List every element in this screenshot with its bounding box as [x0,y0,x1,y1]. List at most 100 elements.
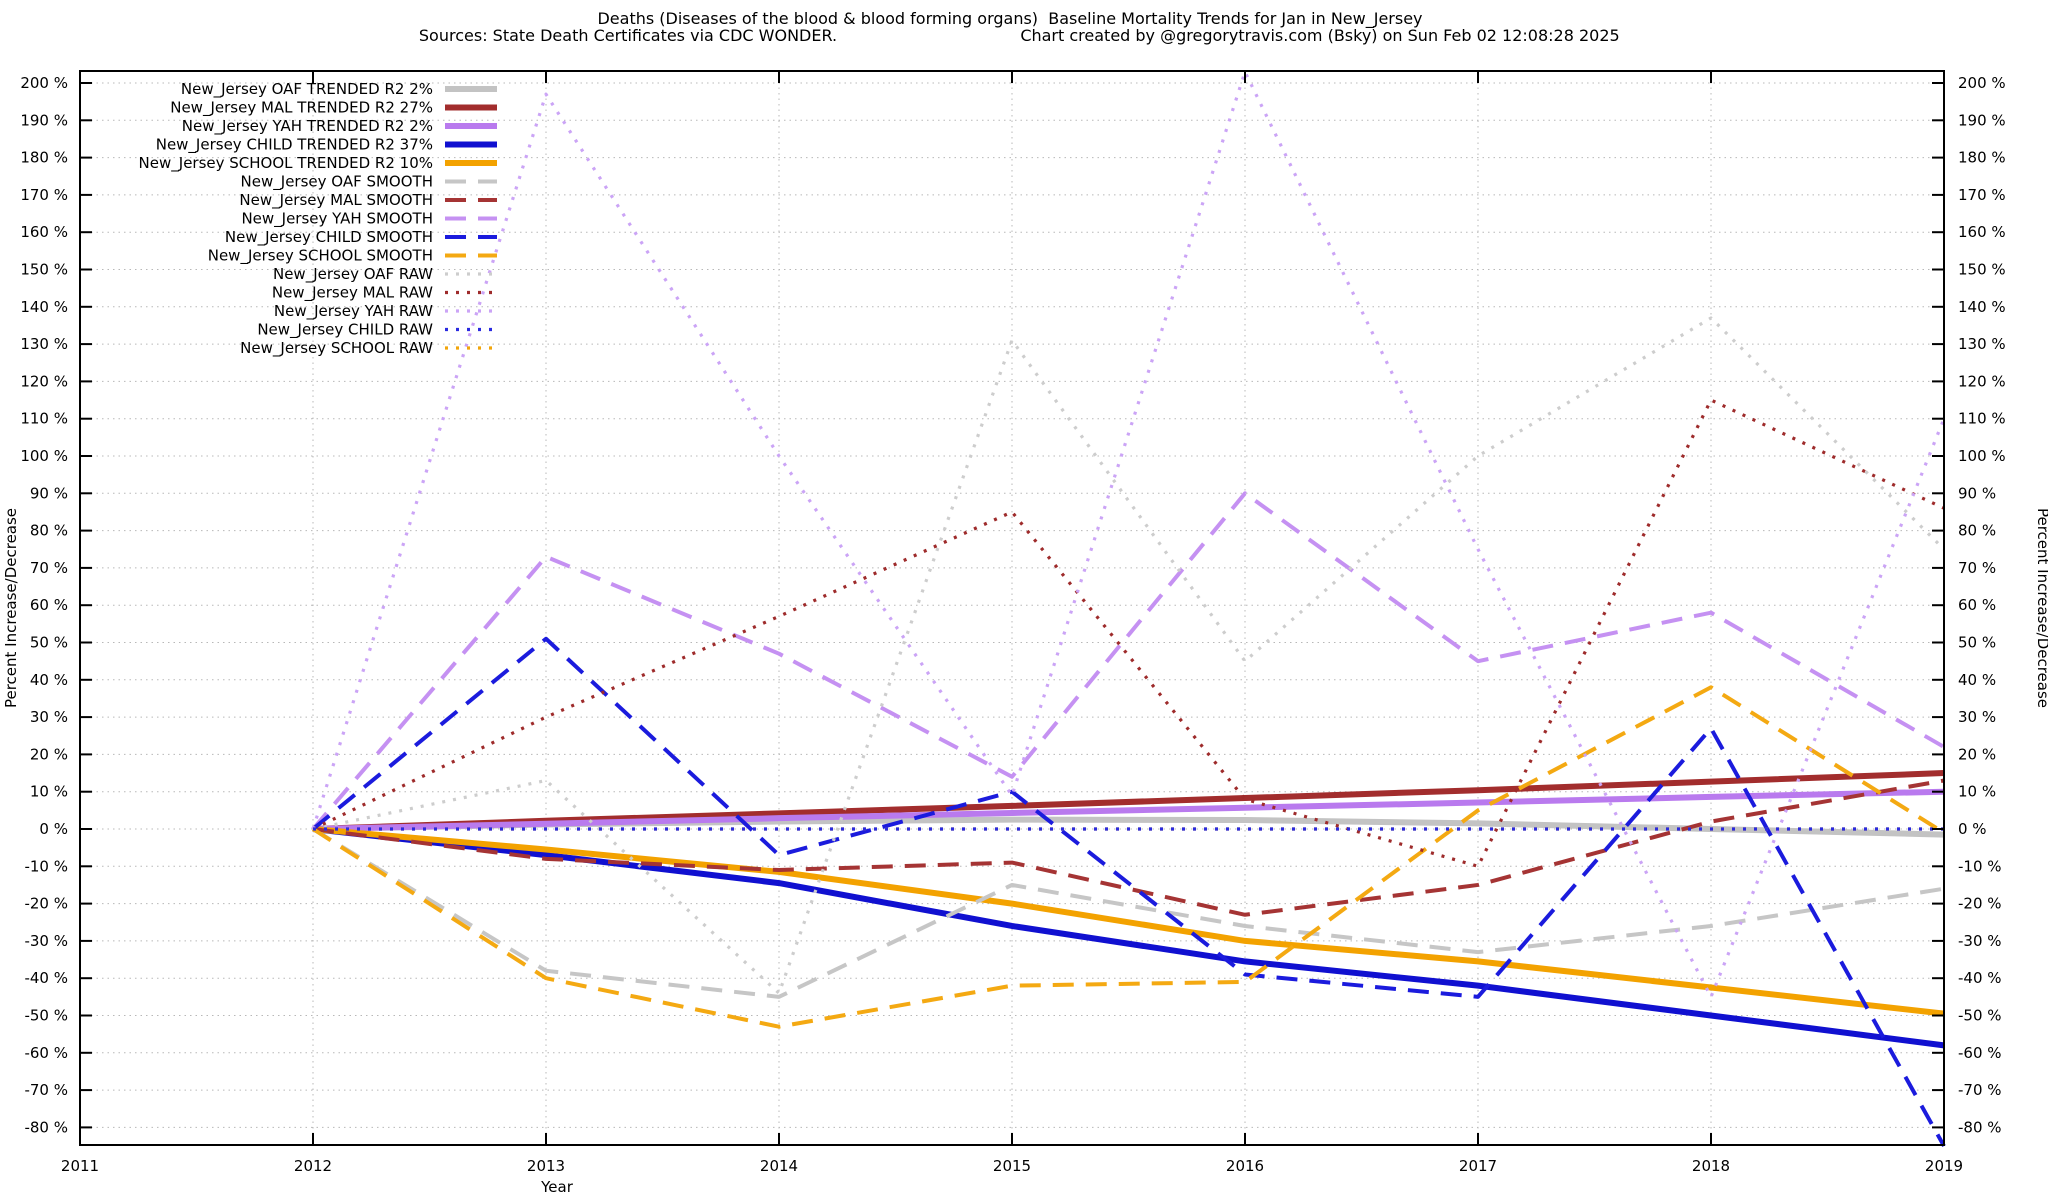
legend-label-nj-school-trended: New_Jersey SCHOOL TRENDED R2 10% [139,154,433,173]
y-axis-tick-label-left: 70 % [30,559,68,577]
y-axis-tick-label-left: 20 % [30,745,68,763]
y-axis-tick-label-right: -30 % [1958,932,2002,950]
y-axis-tick-label-right: 140 % [1958,298,2006,316]
legend-item-nj-yah-trended: New_Jersey YAH TRENDED R2 2% [182,117,497,136]
legend-label-nj-oaf-smooth: New_Jersey OAF SMOOTH [241,173,433,192]
series-line-nj-child-trended [312,826,1945,1049]
legend-item-nj-oaf-smooth: New_Jersey OAF SMOOTH [241,173,497,192]
legend-item-nj-oaf-trended: New_Jersey OAF TRENDED R2 2% [181,80,497,99]
y-axis-tick-label-left: 60 % [30,596,68,614]
legend-item-nj-yah-smooth: New_Jersey YAH SMOOTH [241,210,497,229]
y-axis-tick-label-right: -50 % [1958,1007,2002,1025]
series-line-nj-oaf-raw [312,316,1946,995]
y-axis-tick-label-left: -70 % [24,1081,68,1099]
x-axis-tick-label: 2014 [760,1157,798,1175]
legend-label-nj-child-raw: New_Jersey CHILD RAW [257,321,433,340]
y-axis-tick-label-left: -30 % [24,932,68,950]
x-axis-tick-label: 2012 [294,1157,332,1175]
y-axis-tick-label-right: 190 % [1958,111,2006,129]
legend-label-nj-child-trended: New_Jersey CHILD TRENDED R2 37% [156,136,433,155]
legend-label-nj-mal-trended: New_Jersey MAL TRENDED R2 27% [170,99,433,118]
y-axis-tick-label-right: 160 % [1958,223,2006,241]
legend-item-nj-child-raw: New_Jersey CHILD RAW [257,321,497,340]
legend-item-nj-oaf-raw: New_Jersey OAF RAW [273,265,497,284]
legend-label-nj-yah-trended: New_Jersey YAH TRENDED R2 2% [182,117,433,136]
series-line-nj-oaf-smooth [311,827,1945,999]
y-axis-tick-label-right: 110 % [1958,410,2006,428]
x-axis-tick-label: 2011 [61,1157,99,1175]
y-axis-tick-label-right: 90 % [1958,484,1996,502]
y-axis-tick-label-left: 190 % [20,111,68,129]
y-axis-tick-label-left: 130 % [20,335,68,353]
y-axis-tick-label-right: -20 % [1958,895,2002,913]
y-axis-tick-label-right: 50 % [1958,634,1996,652]
legend-item-nj-school-raw: New_Jersey SCHOOL RAW [240,339,497,358]
y-axis-tick-label-right: 180 % [1958,149,2006,167]
y-axis-title-left: Percent Increase/Decrease [2,508,20,708]
y-axis-tick-label-left: -80 % [24,1118,68,1136]
y-axis-tick-label-right: 20 % [1958,745,1996,763]
y-axis-tick-label-right: 80 % [1958,522,1996,540]
y-axis-tick-label-left: 40 % [30,671,68,689]
legend: New_Jersey OAF TRENDED R2 2%New_Jersey M… [139,80,497,358]
y-axis-tick-label-left: 160 % [20,223,68,241]
series-line-nj-mal-smooth [312,778,1945,917]
y-axis-tick-label-right: -40 % [1958,969,2002,987]
series-line-nj-school-trended [312,826,1945,1017]
series-line-nj-child-smooth [311,636,1946,1148]
y-axis-tick-label-left: 80 % [30,522,68,540]
legend-label-nj-school-raw: New_Jersey SCHOOL RAW [240,339,433,358]
chart-title: Deaths (Diseases of the blood & blood fo… [597,9,1423,28]
y-axis-tick-label-right: 120 % [1958,372,2006,390]
legend-item-nj-school-smooth: New_Jersey SCHOOL SMOOTH [208,247,497,266]
x-axis-tick-label: 2017 [1459,1157,1497,1175]
y-axis-tick-label-right: 100 % [1958,447,2006,465]
y-axis-tick-label-left: 180 % [20,149,68,167]
y-axis-tick-label-left: 10 % [30,783,68,801]
legend-item-nj-yah-raw: New_Jersey YAH RAW [274,302,497,321]
y-axis-tick-label-right: 170 % [1958,186,2006,204]
y-axis-tick-label-right: -10 % [1958,857,2002,875]
y-axis-tick-label-left: -50 % [24,1007,68,1025]
y-axis-tick-label-right: -80 % [1958,1118,2002,1136]
y-axis-tick-label-right: -70 % [1958,1081,2002,1099]
x-axis-tick-label: 2019 [1925,1157,1963,1175]
y-axis-tick-label-left: 140 % [20,298,68,316]
x-axis-tick-label: 2016 [1226,1157,1264,1175]
legend-label-nj-oaf-raw: New_Jersey OAF RAW [273,265,433,284]
y-axis-tick-label-left: 50 % [30,634,68,652]
y-axis-tick-label-left: -60 % [24,1044,68,1062]
legend-item-nj-school-trended: New_Jersey SCHOOL TRENDED R2 10% [139,154,497,173]
x-axis-tick-label: 2018 [1692,1157,1730,1175]
y-axis-tick-label-right: 130 % [1958,335,2006,353]
y-axis-tick-label-left: 110 % [20,410,68,428]
y-axis-tick-label-left: 150 % [20,261,68,279]
x-axis-tick-label: 2015 [993,1157,1031,1175]
legend-item-nj-child-smooth: New_Jersey CHILD SMOOTH [225,228,497,247]
legend-item-nj-mal-raw: New_Jersey MAL RAW [272,284,497,303]
legend-item-nj-mal-trended: New_Jersey MAL TRENDED R2 27% [170,99,497,118]
y-axis-tick-label-left: -20 % [24,895,68,913]
y-axis-tick-label-right: 0 % [1958,820,1987,838]
series-line-nj-yah-raw [311,70,1946,999]
y-axis-title-right: Percent Increase/Decrease [2034,508,2048,708]
y-axis-tick-label-left: 90 % [30,484,68,502]
legend-label-nj-yah-raw: New_Jersey YAH RAW [274,302,433,321]
series-line-nj-yah-trended [312,788,1945,832]
y-axis-tick-label-right: -60 % [1958,1044,2002,1062]
y-axis-tick-label-right: 200 % [1958,74,2006,92]
legend-label-nj-oaf-trended: New_Jersey OAF TRENDED R2 2% [181,80,433,99]
y-axis-tick-label-left: 200 % [20,74,68,92]
y-axis-tick-label-left: 0 % [39,820,68,838]
legend-label-nj-child-smooth: New_Jersey CHILD SMOOTH [225,228,433,247]
legend-item-nj-mal-smooth: New_Jersey MAL SMOOTH [239,191,497,210]
series-lines [311,70,1946,1148]
y-axis-tick-label-right: 70 % [1958,559,1996,577]
chart-subtitle-sources: Sources: State Death Certificates via CD… [418,26,838,45]
y-axis-tick-label-left: 30 % [30,708,68,726]
y-axis-tick-label-left: 100 % [20,447,68,465]
y-axis-tick-label-left: 120 % [20,372,68,390]
legend-item-nj-child-trended: New_Jersey CHILD TRENDED R2 37% [156,136,497,155]
